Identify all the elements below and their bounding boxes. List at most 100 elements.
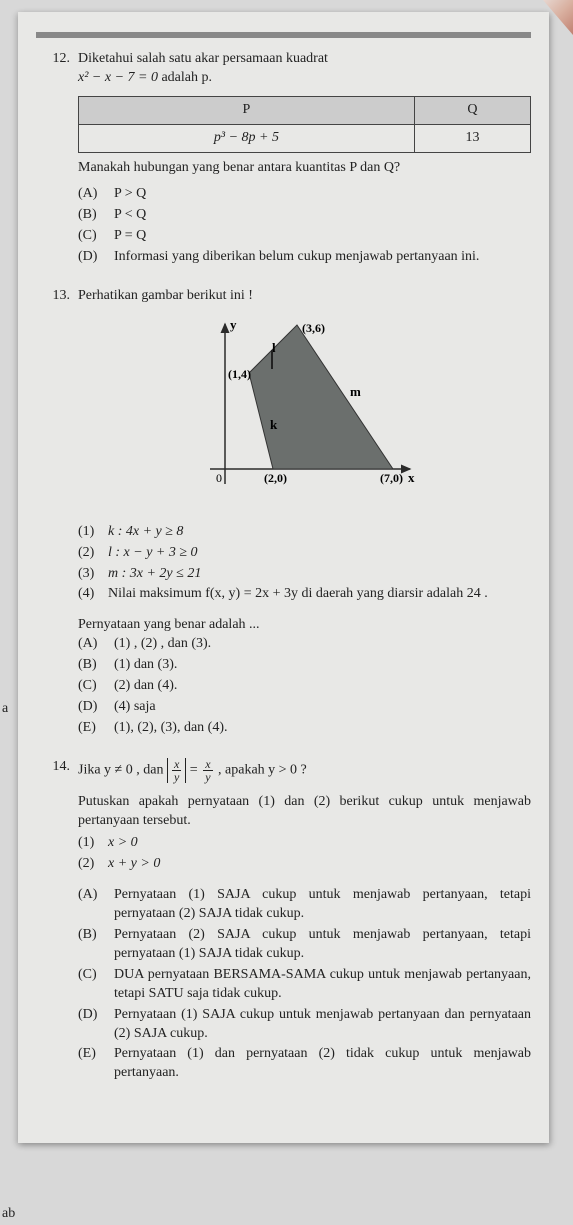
prompt: Perhatikan gambar berikut ini !	[78, 287, 531, 306]
option-label: (B)	[78, 656, 114, 675]
option-label: (A)	[78, 635, 114, 654]
stmt-num: (3)	[78, 565, 108, 584]
fraction: xy	[203, 758, 212, 783]
y-label: y	[230, 317, 237, 332]
option-d: (D)(4) saja	[78, 698, 531, 717]
origin-label: 0	[216, 471, 222, 485]
stmt-text: m : 3x + 2y ≤ 21	[108, 565, 201, 584]
option-text: DUA pernyataan BERSAMA-SAMA cukup untuk …	[114, 966, 531, 1004]
stmt-num: (1)	[78, 523, 108, 542]
stmt-2: (2)x + y > 0	[78, 855, 531, 874]
question-number: 12.	[36, 50, 78, 269]
abs-fraction: xy	[167, 758, 186, 783]
stmt-text: Nilai maksimum f(x, y) = 2x + 3y di daer…	[108, 585, 488, 604]
option-label: (A)	[78, 185, 114, 204]
stmt-text: k : 4x + y ≥ 8	[108, 523, 183, 542]
prompt-line2: x² − x − 7 = 0 adalah p.	[78, 69, 531, 88]
prompt: Jika y ≠ 0 , dan xy = xy , apakah y > 0 …	[78, 758, 531, 783]
option-text: P < Q	[114, 206, 531, 225]
option-a: (A)Pernyataan (1) SAJA cukup untuk menja…	[78, 886, 531, 924]
option-text: (1) , (2) , dan (3).	[114, 635, 531, 654]
option-text: (1) dan (3).	[114, 656, 531, 675]
pq-table: P Q p³ − 8p + 5 13	[78, 96, 531, 153]
equation: x² − x − 7 = 0	[78, 70, 158, 85]
option-label: (C)	[78, 677, 114, 696]
stmt-text: l : x − y + 3 ≥ 0	[108, 544, 198, 563]
abs-num: x	[172, 758, 181, 771]
prompt-text: adalah p.	[158, 70, 212, 85]
point-7-0: (7,0)	[380, 471, 403, 485]
option-label: (A)	[78, 886, 114, 924]
question-13: 13. Perhatikan gambar berikut ini !	[36, 287, 531, 740]
option-d: (D)Pernyataan (1) SAJA cukup untuk menja…	[78, 1006, 531, 1044]
prompt-line1: Diketahui salah satu akar persamaan kuad…	[78, 50, 531, 69]
prompt-post: , apakah y > 0 ?	[218, 762, 307, 777]
stmt-num: (1)	[78, 834, 108, 853]
stmt-2: (2)l : x − y + 3 ≥ 0	[78, 544, 531, 563]
x-label: x	[408, 470, 415, 485]
option-label: (D)	[78, 1006, 114, 1044]
option-text: P > Q	[114, 185, 531, 204]
option-b: (B)P < Q	[78, 206, 531, 225]
frac-num: x	[203, 758, 212, 771]
question-body: Perhatikan gambar berikut ini ! y	[78, 287, 531, 740]
eq-mid: =	[190, 762, 201, 777]
shaded-region	[249, 325, 393, 469]
lead-text: Pernyataan yang benar adalah ...	[78, 616, 531, 635]
question-12: 12. Diketahui salah satu akar persamaan …	[36, 50, 531, 269]
option-text: (4) saja	[114, 698, 531, 717]
option-text: Pernyataan (1) dan pernyataan (2) tidak …	[114, 1045, 531, 1083]
option-e: (E)(1), (2), (3), dan (4).	[78, 719, 531, 738]
option-label: (E)	[78, 1045, 114, 1083]
stmt-num: (2)	[78, 544, 108, 563]
margin-letter-ab: ab	[2, 1205, 15, 1224]
question-body: Jika y ≠ 0 , dan xy = xy , apakah y > 0 …	[78, 758, 531, 1085]
col-p-header: P	[79, 96, 415, 124]
instruction-para: Putuskan apakah pernyataan (1) dan (2) b…	[78, 793, 531, 831]
option-text: Pernyataan (2) SAJA cukup untuk menjawab…	[114, 926, 531, 964]
option-text: (1), (2), (3), dan (4).	[114, 719, 531, 738]
option-label: (B)	[78, 206, 114, 225]
q-value: 13	[414, 124, 530, 152]
stmt-num: (4)	[78, 585, 108, 604]
stmt-1: (1)k : 4x + y ≥ 8	[78, 523, 531, 542]
option-c: (C)(2) dan (4).	[78, 677, 531, 696]
stmt-3: (3)m : 3x + 2y ≤ 21	[78, 565, 531, 584]
header-bar	[36, 32, 531, 38]
option-c: (C)DUA pernyataan BERSAMA-SAMA cukup unt…	[78, 966, 531, 1004]
stmt-text: x + y > 0	[108, 855, 160, 874]
margin-letter-a: a	[2, 700, 8, 719]
page: 12. Diketahui salah satu akar persamaan …	[18, 12, 549, 1143]
line-m-label: m	[350, 384, 361, 399]
prompt-below: Manakah hubungan yang benar antara kuant…	[78, 159, 531, 178]
option-b: (B)(1) dan (3).	[78, 656, 531, 675]
question-14: 14. Jika y ≠ 0 , dan xy = xy , apakah y …	[36, 758, 531, 1085]
stmt-num: (2)	[78, 855, 108, 874]
feasible-region-chart: y x 0 (3,6) (1,4) (2,0) (7,0) l k m	[190, 314, 420, 504]
question-number: 13.	[36, 287, 78, 740]
option-text: Pernyataan (1) SAJA cukup untuk menjawab…	[114, 1006, 531, 1044]
option-text: (2) dan (4).	[114, 677, 531, 696]
point-2-0: (2,0)	[264, 471, 287, 485]
option-d: (D)Informasi yang diberikan belum cukup …	[78, 248, 531, 267]
stmt-text: x > 0	[108, 834, 138, 853]
line-k-label: k	[270, 417, 278, 432]
option-c: (C)P = Q	[78, 227, 531, 246]
abs-den: y	[172, 771, 181, 783]
option-e: (E)Pernyataan (1) dan pernyataan (2) tid…	[78, 1045, 531, 1083]
option-text: Informasi yang diberikan belum cukup men…	[114, 248, 531, 267]
option-label: (C)	[78, 966, 114, 1004]
option-text: Pernyataan (1) SAJA cukup untuk menjawab…	[114, 886, 531, 924]
option-b: (B)Pernyataan (2) SAJA cukup untuk menja…	[78, 926, 531, 964]
option-label: (D)	[78, 248, 114, 267]
options: (A)P > Q (B)P < Q (C)P = Q (D)Informasi …	[78, 185, 531, 267]
frac-den: y	[203, 771, 212, 783]
stmt-1: (1)x > 0	[78, 834, 531, 853]
p-value: p³ − 8p + 5	[79, 124, 415, 152]
option-label: (C)	[78, 227, 114, 246]
point-3-6: (3,6)	[302, 321, 325, 335]
option-a: (A)P > Q	[78, 185, 531, 204]
question-body: Diketahui salah satu akar persamaan kuad…	[78, 50, 531, 269]
option-label: (D)	[78, 698, 114, 717]
option-text: P = Q	[114, 227, 531, 246]
